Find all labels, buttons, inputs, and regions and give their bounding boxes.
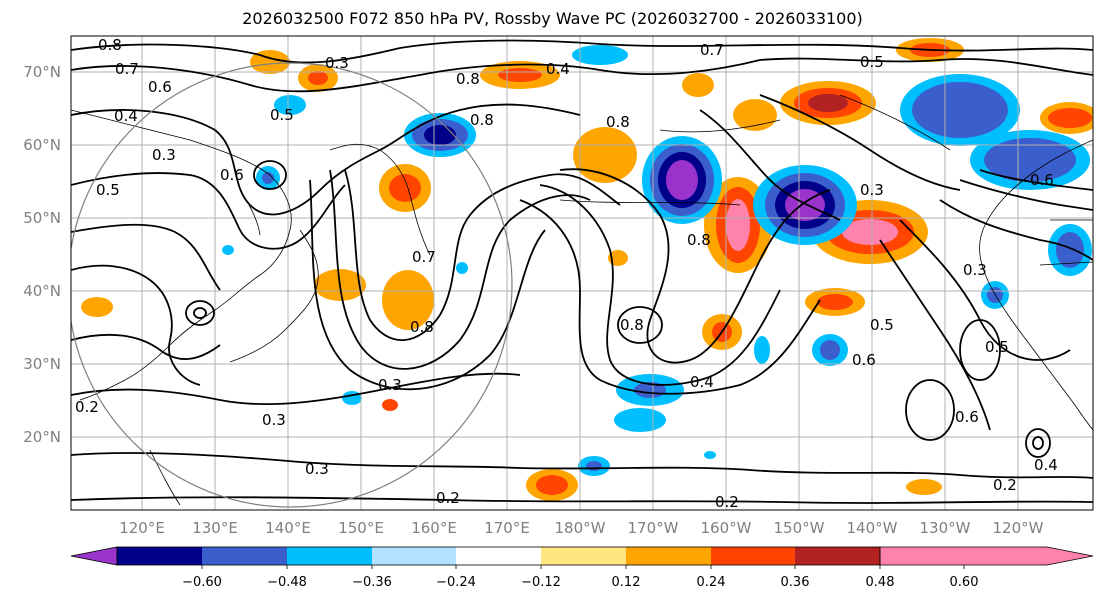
lon-label: 150°E xyxy=(338,519,384,537)
colorbar-tick-label: 0.48 xyxy=(866,575,895,590)
contour-label: 0.3 xyxy=(378,376,402,394)
lat-label: 70°N xyxy=(23,63,61,81)
colorbar-bin xyxy=(711,547,795,565)
colorbar-bin xyxy=(541,547,626,565)
contour-label: 0.6 xyxy=(220,166,244,184)
contour-label: 0.7 xyxy=(115,60,139,78)
lat-label: 40°N xyxy=(23,282,61,300)
pv-anomaly-fill xyxy=(81,38,1093,501)
contour-label: 0.2 xyxy=(715,493,739,511)
colorbar-tick-label: −0.24 xyxy=(436,575,476,590)
colorbar-bin xyxy=(626,547,711,565)
colorbar-bin xyxy=(202,547,287,565)
contour-label: 0.3 xyxy=(305,460,329,478)
contour-label: 0.8 xyxy=(687,231,711,249)
lon-axis: 120°E 130°E 140°E 150°E 160°E 170°E 180°… xyxy=(119,519,1043,537)
lon-label: 120°W xyxy=(993,519,1044,537)
lon-label: 180°W xyxy=(555,519,606,537)
contour-label: 0.3 xyxy=(860,181,884,199)
contour-label: 0.6 xyxy=(1030,171,1054,189)
colorbar-bin xyxy=(456,547,541,565)
lon-label: 170°E xyxy=(484,519,530,537)
contour-label: 0.8 xyxy=(456,70,480,88)
lon-label: 130°E xyxy=(192,519,238,537)
lon-label: 120°E xyxy=(119,519,165,537)
contour-label: 0.2 xyxy=(436,489,460,507)
graticule xyxy=(71,36,1093,510)
contour-labels: 0.8 0.7 0.6 0.4 0.3 0.5 0.6 0.5 0.8 0.4 … xyxy=(75,36,1058,511)
contour-label: 0.5 xyxy=(860,53,884,71)
contour-label: 0.8 xyxy=(410,318,434,336)
lat-label: 20°N xyxy=(23,428,61,446)
contour-label: 0.7 xyxy=(412,248,436,266)
contour-label: 0.5 xyxy=(870,316,894,334)
lat-label: 30°N xyxy=(23,355,61,373)
contour-label: 0.5 xyxy=(985,338,1009,356)
contour-label: 0.3 xyxy=(152,146,176,164)
contour-label: 0.6 xyxy=(955,408,979,426)
plot-frame xyxy=(70,35,1094,511)
colorbar-extend-left xyxy=(70,546,118,566)
contour-label: 0.4 xyxy=(114,107,138,125)
colorbar-tick-label: 0.36 xyxy=(781,575,810,590)
contour-label: 0.8 xyxy=(606,113,630,131)
colorbar-tick-label: 0.12 xyxy=(612,575,641,590)
colorbar-tick-label: 0.24 xyxy=(697,575,726,590)
lon-label: 130°W xyxy=(920,519,971,537)
lat-label: 60°N xyxy=(23,136,61,154)
lon-label: 140°E xyxy=(265,519,311,537)
contour-label: 0.4 xyxy=(546,60,570,78)
contour-label: 0.5 xyxy=(96,181,120,199)
contour-label: 0.7 xyxy=(700,41,724,59)
colorbar-bin xyxy=(795,547,880,565)
contour-label: 0.4 xyxy=(690,373,714,391)
contour-label: 0.8 xyxy=(98,36,122,54)
colorbar-bin xyxy=(117,547,202,565)
coastlines xyxy=(71,94,1093,506)
contour-label: 0.8 xyxy=(470,111,494,129)
contour-label: 0.6 xyxy=(148,78,172,96)
lat-label: 50°N xyxy=(23,209,61,227)
colorbar-tick-label: −0.36 xyxy=(352,575,392,590)
contour-label: 0.6 xyxy=(852,351,876,369)
contour-label: 0.8 xyxy=(620,316,644,334)
colorbar-bin xyxy=(287,547,372,565)
colorbar-tick-label: −0.12 xyxy=(521,575,561,590)
contour-label: 0.3 xyxy=(325,54,349,72)
lon-label: 160°E xyxy=(411,519,457,537)
contour-label: 0.4 xyxy=(1034,456,1058,474)
colorbar-bin xyxy=(372,547,456,565)
colorbar-tick-label: −0.48 xyxy=(267,575,307,590)
map-title: 2026032500 F072 850 hPa PV, Rossby Wave … xyxy=(242,9,863,28)
lon-label: 170°W xyxy=(628,519,679,537)
radius-circle xyxy=(71,62,513,508)
contour-label: 0.5 xyxy=(270,106,294,124)
contour-label: 0.2 xyxy=(993,476,1017,494)
lon-label: 160°W xyxy=(701,519,752,537)
colorbar-extend-right xyxy=(879,546,1094,566)
colorbar-tick-label: 0.60 xyxy=(950,575,979,590)
lon-label: 150°W xyxy=(774,519,825,537)
contour-label: 0.3 xyxy=(262,411,286,429)
contour-label: 0.3 xyxy=(963,261,987,279)
pv-contours xyxy=(71,39,1093,504)
colorbar: −0.60 −0.48 −0.36 −0.24 −0.12 0.12 0.24 … xyxy=(70,546,1094,590)
colorbar-tick-label: −0.60 xyxy=(182,575,222,590)
lat-axis: 70°N 60°N 50°N 40°N 30°N 20°N xyxy=(23,63,61,446)
lon-label: 140°W xyxy=(847,519,898,537)
contour-label: 0.2 xyxy=(75,398,99,416)
